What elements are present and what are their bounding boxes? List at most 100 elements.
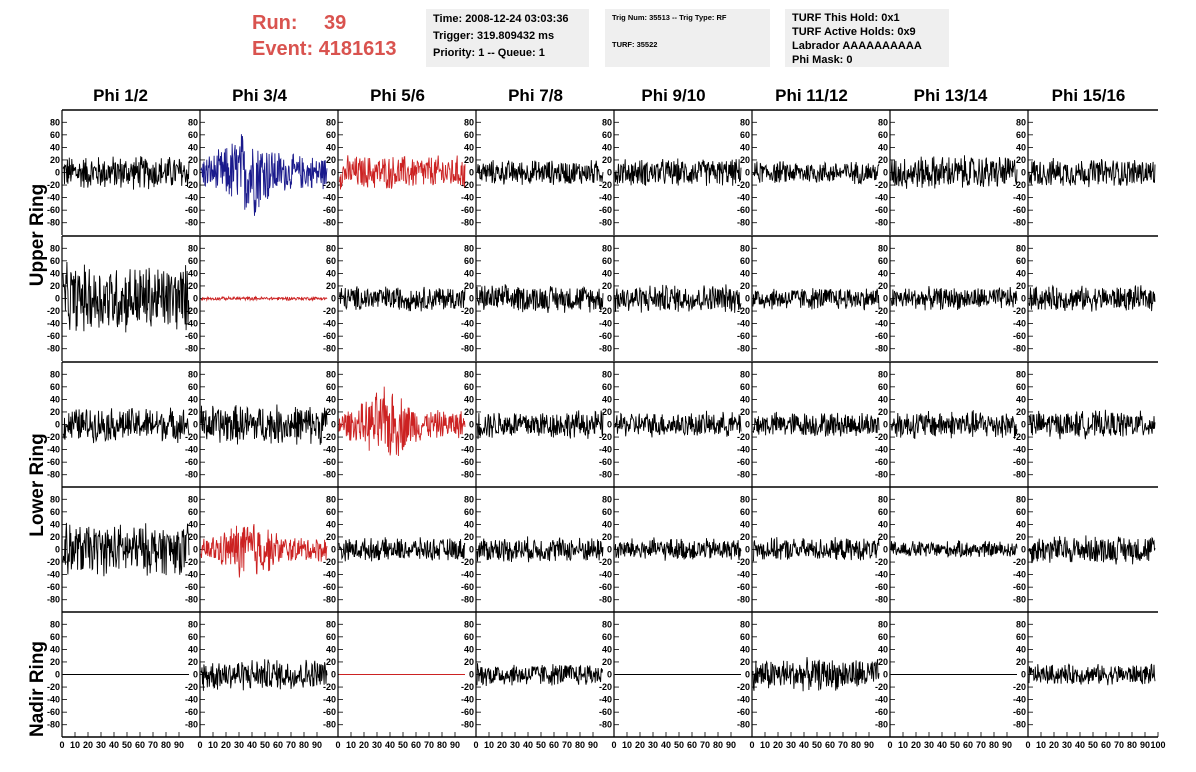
- y-tick-label: 80: [740, 369, 750, 379]
- y-tick-label: 20: [188, 407, 198, 417]
- y-tick-label: -40: [1013, 570, 1026, 580]
- y-tick-label: -20: [1013, 432, 1026, 442]
- y-tick-label: -40: [599, 695, 612, 705]
- y-tick-label: -60: [47, 582, 60, 592]
- y-tick-label: -60: [461, 331, 474, 341]
- y-tick-label: 40: [602, 519, 612, 529]
- y-tick-label: 20: [1016, 532, 1026, 542]
- y-tick-label: 0: [883, 545, 888, 555]
- y-tick-label: 80: [1016, 494, 1026, 504]
- y-tick-label: -60: [1013, 707, 1026, 717]
- x-tick-label: 70: [424, 740, 434, 750]
- y-tick-label: -60: [737, 457, 750, 467]
- x-tick-label: 40: [937, 740, 947, 750]
- y-tick-label: -40: [185, 445, 198, 455]
- y-tick-label: -60: [323, 205, 336, 215]
- y-tick-label: -60: [185, 331, 198, 341]
- x-tick-label: 30: [786, 740, 796, 750]
- x-tick-label: 50: [1088, 740, 1098, 750]
- y-tick-label: -60: [461, 457, 474, 467]
- phi-header-6: Phi 11/12: [775, 86, 848, 105]
- y-tick-label: 20: [878, 407, 888, 417]
- x-tick-label: 70: [976, 740, 986, 750]
- y-tick-label: -20: [461, 306, 474, 316]
- y-tick-label: -40: [461, 570, 474, 580]
- y-tick-label: 60: [602, 382, 612, 392]
- y-tick-label: 40: [740, 394, 750, 404]
- y-tick-label: 0: [607, 420, 612, 430]
- y-tick-label: -60: [1013, 457, 1026, 467]
- y-tick-label: 0: [745, 670, 750, 680]
- y-tick-label: 20: [602, 657, 612, 667]
- y-tick-label: -20: [737, 432, 750, 442]
- y-tick-label: -80: [737, 218, 750, 228]
- y-tick-label: 20: [602, 155, 612, 165]
- y-tick-label: -60: [185, 205, 198, 215]
- y-tick-label: 40: [464, 142, 474, 152]
- waveform-trace: [890, 410, 1018, 440]
- y-tick-label: -40: [875, 570, 888, 580]
- y-tick-label: 60: [50, 130, 60, 140]
- y-tick-label: -80: [599, 344, 612, 354]
- y-tick-label: -20: [875, 180, 888, 190]
- waveform-trace: [890, 155, 1018, 189]
- y-tick-label: 40: [326, 394, 336, 404]
- x-tick-label: 80: [1127, 740, 1137, 750]
- y-tick-label: 60: [740, 507, 750, 517]
- y-tick-label: 0: [745, 420, 750, 430]
- x-tick-label: 80: [161, 740, 171, 750]
- y-tick-label: 0: [745, 545, 750, 555]
- y-tick-label: 0: [193, 545, 198, 555]
- waveform-trace: [62, 407, 190, 444]
- waveform-trace: [476, 160, 604, 185]
- y-tick-label: -20: [185, 557, 198, 567]
- phi-header-5: Phi 9/10: [641, 86, 706, 105]
- waveform-trace: [890, 286, 1018, 311]
- y-tick-label: 80: [464, 494, 474, 504]
- y-tick-label: -20: [47, 180, 60, 190]
- x-tick-label: 20: [359, 740, 369, 750]
- y-tick-label: -20: [461, 557, 474, 567]
- y-tick-label: 60: [188, 130, 198, 140]
- y-tick-label: -40: [47, 193, 60, 203]
- y-tick-label: 20: [602, 281, 612, 291]
- y-tick-label: -80: [323, 470, 336, 480]
- y-tick-label: 80: [464, 243, 474, 253]
- y-tick-label: -40: [875, 695, 888, 705]
- trig-num-text: Trig Num: 35513 -- Trig Type: RF: [612, 13, 727, 22]
- x-tick-label: 50: [536, 740, 546, 750]
- y-tick-label: 80: [464, 369, 474, 379]
- x-tick-label: 0: [611, 740, 616, 750]
- y-tick-label: -40: [875, 193, 888, 203]
- waveform-trace: [338, 286, 466, 312]
- x-tick-label: 80: [851, 740, 861, 750]
- y-tick-label: 60: [464, 507, 474, 517]
- x-tick-label: 70: [700, 740, 710, 750]
- y-tick-label: -40: [737, 319, 750, 329]
- y-tick-label: 20: [50, 657, 60, 667]
- y-tick-label: 0: [331, 168, 336, 178]
- x-tick-label: 40: [247, 740, 257, 750]
- x-tick-label: 90: [588, 740, 598, 750]
- y-tick-label: 40: [188, 519, 198, 529]
- y-tick-label: 0: [469, 670, 474, 680]
- phi-mask-text: Phi Mask: 0: [792, 54, 853, 66]
- y-tick-label: -40: [737, 570, 750, 580]
- waveform-trace: [200, 524, 328, 578]
- y-tick-label: 0: [193, 294, 198, 304]
- x-tick-label: 10: [622, 740, 632, 750]
- y-tick-label: -40: [185, 319, 198, 329]
- x-tick-label: 20: [635, 740, 645, 750]
- y-tick-label: -40: [599, 319, 612, 329]
- y-tick-label: -60: [599, 707, 612, 717]
- y-tick-label: 80: [602, 619, 612, 629]
- y-tick-label: 60: [1016, 632, 1026, 642]
- y-tick-label: -60: [875, 331, 888, 341]
- y-tick-label: -80: [323, 218, 336, 228]
- x-tick-label: 10: [346, 740, 356, 750]
- y-tick-label: 60: [602, 256, 612, 266]
- y-tick-label: -60: [461, 707, 474, 717]
- x-tick-label: 30: [372, 740, 382, 750]
- y-tick-label: -80: [47, 344, 60, 354]
- y-tick-label: 40: [1016, 394, 1026, 404]
